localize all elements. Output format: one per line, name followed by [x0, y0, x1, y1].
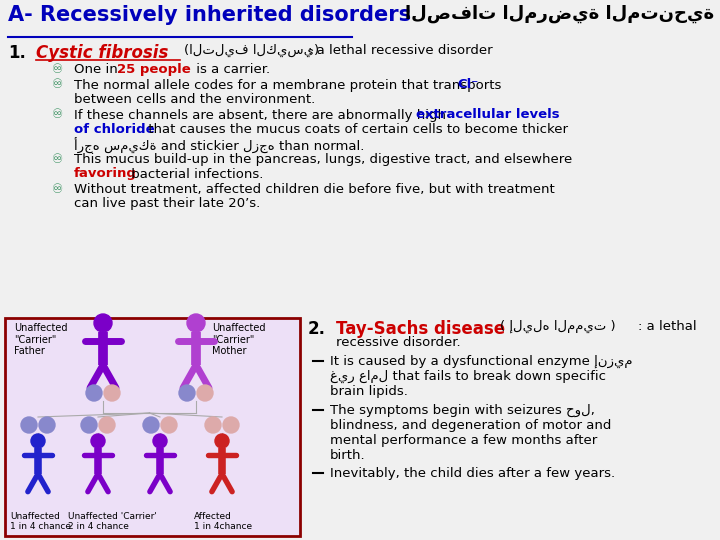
Circle shape	[39, 417, 55, 433]
Text: Cl⁻: Cl⁻	[457, 78, 478, 91]
Text: R: R	[184, 388, 190, 397]
Text: ♾: ♾	[52, 109, 63, 122]
Circle shape	[179, 385, 195, 401]
Circle shape	[81, 417, 97, 433]
Text: r: r	[103, 420, 107, 429]
Text: 25 people: 25 people	[117, 63, 191, 76]
Text: favoring: favoring	[74, 167, 137, 180]
Text: Unaffected
1 in 4 chance: Unaffected 1 in 4 chance	[10, 512, 71, 531]
Text: extracellular levels: extracellular levels	[416, 109, 559, 122]
Text: One in: One in	[74, 63, 122, 76]
Circle shape	[161, 417, 177, 433]
Text: Inevitably, the child dies after a few years.: Inevitably, the child dies after a few y…	[330, 467, 615, 480]
Text: 1.: 1.	[8, 44, 26, 62]
Circle shape	[99, 417, 115, 433]
Text: between cells and the environment.: between cells and the environment.	[74, 93, 315, 106]
Text: It is caused by a dysfunctional enzyme إنزيم
غير عامل that fails to break down s: It is caused by a dysfunctional enzyme إ…	[330, 355, 632, 399]
Text: is a carrier.: is a carrier.	[192, 63, 270, 76]
Text: Affected
1 in 4chance: Affected 1 in 4chance	[194, 512, 252, 531]
Text: ♾: ♾	[52, 183, 63, 196]
Text: ♾: ♾	[52, 63, 63, 76]
Circle shape	[153, 434, 167, 448]
Text: The symptoms begin with seizures حول,
blindness, and degeneration of motor and
m: The symptoms begin with seizures حول, bl…	[330, 403, 611, 462]
Text: Cystic fibrosis: Cystic fibrosis	[36, 44, 168, 62]
Text: This mucus build-up in the pancreas, lungs, digestive tract, and elsewhere: This mucus build-up in the pancreas, lun…	[74, 153, 572, 166]
Text: r: r	[108, 388, 112, 397]
Text: that causes the mucus coats of certain cells to become thicker: that causes the mucus coats of certain c…	[144, 123, 568, 136]
Circle shape	[86, 385, 102, 401]
Circle shape	[21, 417, 37, 433]
Text: R: R	[25, 420, 32, 429]
Text: الصفات المرضية المتنحية: الصفات المرضية المتنحية	[405, 5, 714, 23]
Text: 2.: 2.	[308, 320, 326, 338]
Circle shape	[187, 314, 205, 332]
Text: ♾: ♾	[52, 78, 63, 91]
Text: (التليف الكيسي): (التليف الكيسي)	[184, 44, 319, 57]
Text: If these channels are absent, there are abnormally high: If these channels are absent, there are …	[74, 109, 450, 122]
FancyBboxPatch shape	[5, 318, 300, 536]
Text: : a lethal recessive disorder: : a lethal recessive disorder	[308, 44, 492, 57]
Circle shape	[143, 417, 159, 433]
Circle shape	[94, 314, 112, 332]
Text: r: r	[201, 388, 205, 397]
Text: can live past their late 20’s.: can live past their late 20’s.	[74, 198, 260, 211]
Text: أرجه سميكة and stickier لزجه than normal.: أرجه سميكة and stickier لزجه than normal…	[74, 138, 364, 153]
Text: r: r	[165, 420, 169, 429]
Circle shape	[91, 434, 105, 448]
Text: : a lethal: : a lethal	[638, 320, 697, 333]
Text: Unaffected
"Carrier"
Mother: Unaffected "Carrier" Mother	[212, 323, 266, 356]
Text: R: R	[43, 420, 50, 429]
Circle shape	[223, 417, 239, 433]
Text: Unaffected
"Carrier"
Father: Unaffected "Carrier" Father	[14, 323, 68, 356]
Text: The normal allele codes for a membrane protein that transports: The normal allele codes for a membrane p…	[74, 78, 505, 91]
Text: of chloride: of chloride	[74, 123, 155, 136]
Circle shape	[215, 434, 229, 448]
Text: ♾: ♾	[52, 153, 63, 166]
Text: Without treatment, affected children die before five, but with treatment: Without treatment, affected children die…	[74, 183, 554, 196]
Circle shape	[31, 434, 45, 448]
Text: Unaffected 'Carrier'
2 in 4 chance: Unaffected 'Carrier' 2 in 4 chance	[68, 512, 157, 531]
Circle shape	[205, 417, 221, 433]
Text: ( إليله المميت ): ( إليله المميت )	[500, 320, 616, 333]
Text: A- Recessively inherited disorders: A- Recessively inherited disorders	[8, 5, 411, 25]
Text: R: R	[86, 420, 92, 429]
Text: r: r	[227, 420, 231, 429]
Text: recessive disorder.: recessive disorder.	[336, 335, 461, 348]
Text: r: r	[210, 420, 214, 429]
Text: bacterial infections.: bacterial infections.	[127, 167, 264, 180]
Text: R: R	[91, 388, 97, 397]
Circle shape	[104, 385, 120, 401]
Text: R: R	[148, 420, 154, 429]
Text: Tay-Sachs disease: Tay-Sachs disease	[336, 320, 505, 338]
Circle shape	[197, 385, 213, 401]
